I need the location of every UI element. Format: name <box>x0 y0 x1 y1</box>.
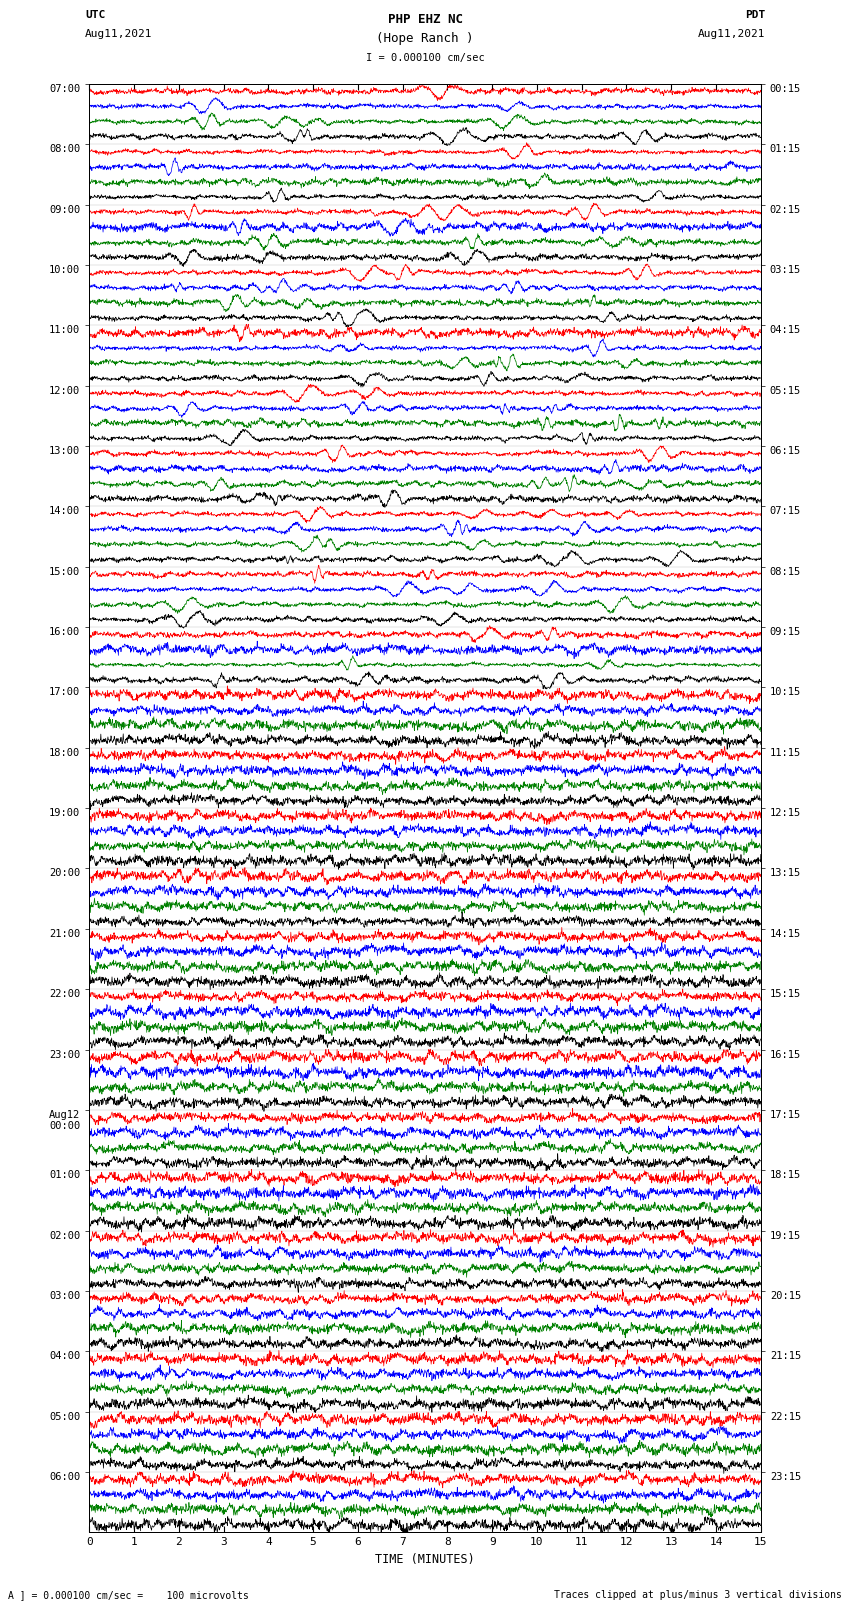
Text: Aug11,2021: Aug11,2021 <box>85 29 152 39</box>
Text: PDT: PDT <box>745 10 765 19</box>
Text: A ] = 0.000100 cm/sec =    100 microvolts: A ] = 0.000100 cm/sec = 100 microvolts <box>8 1590 249 1600</box>
Text: Traces clipped at plus/minus 3 vertical divisions: Traces clipped at plus/minus 3 vertical … <box>553 1590 842 1600</box>
Text: PHP EHZ NC: PHP EHZ NC <box>388 13 462 26</box>
Text: Aug11,2021: Aug11,2021 <box>698 29 765 39</box>
X-axis label: TIME (MINUTES): TIME (MINUTES) <box>375 1553 475 1566</box>
Text: UTC: UTC <box>85 10 105 19</box>
Text: (Hope Ranch ): (Hope Ranch ) <box>377 32 473 45</box>
Text: I = 0.000100 cm/sec: I = 0.000100 cm/sec <box>366 53 484 63</box>
